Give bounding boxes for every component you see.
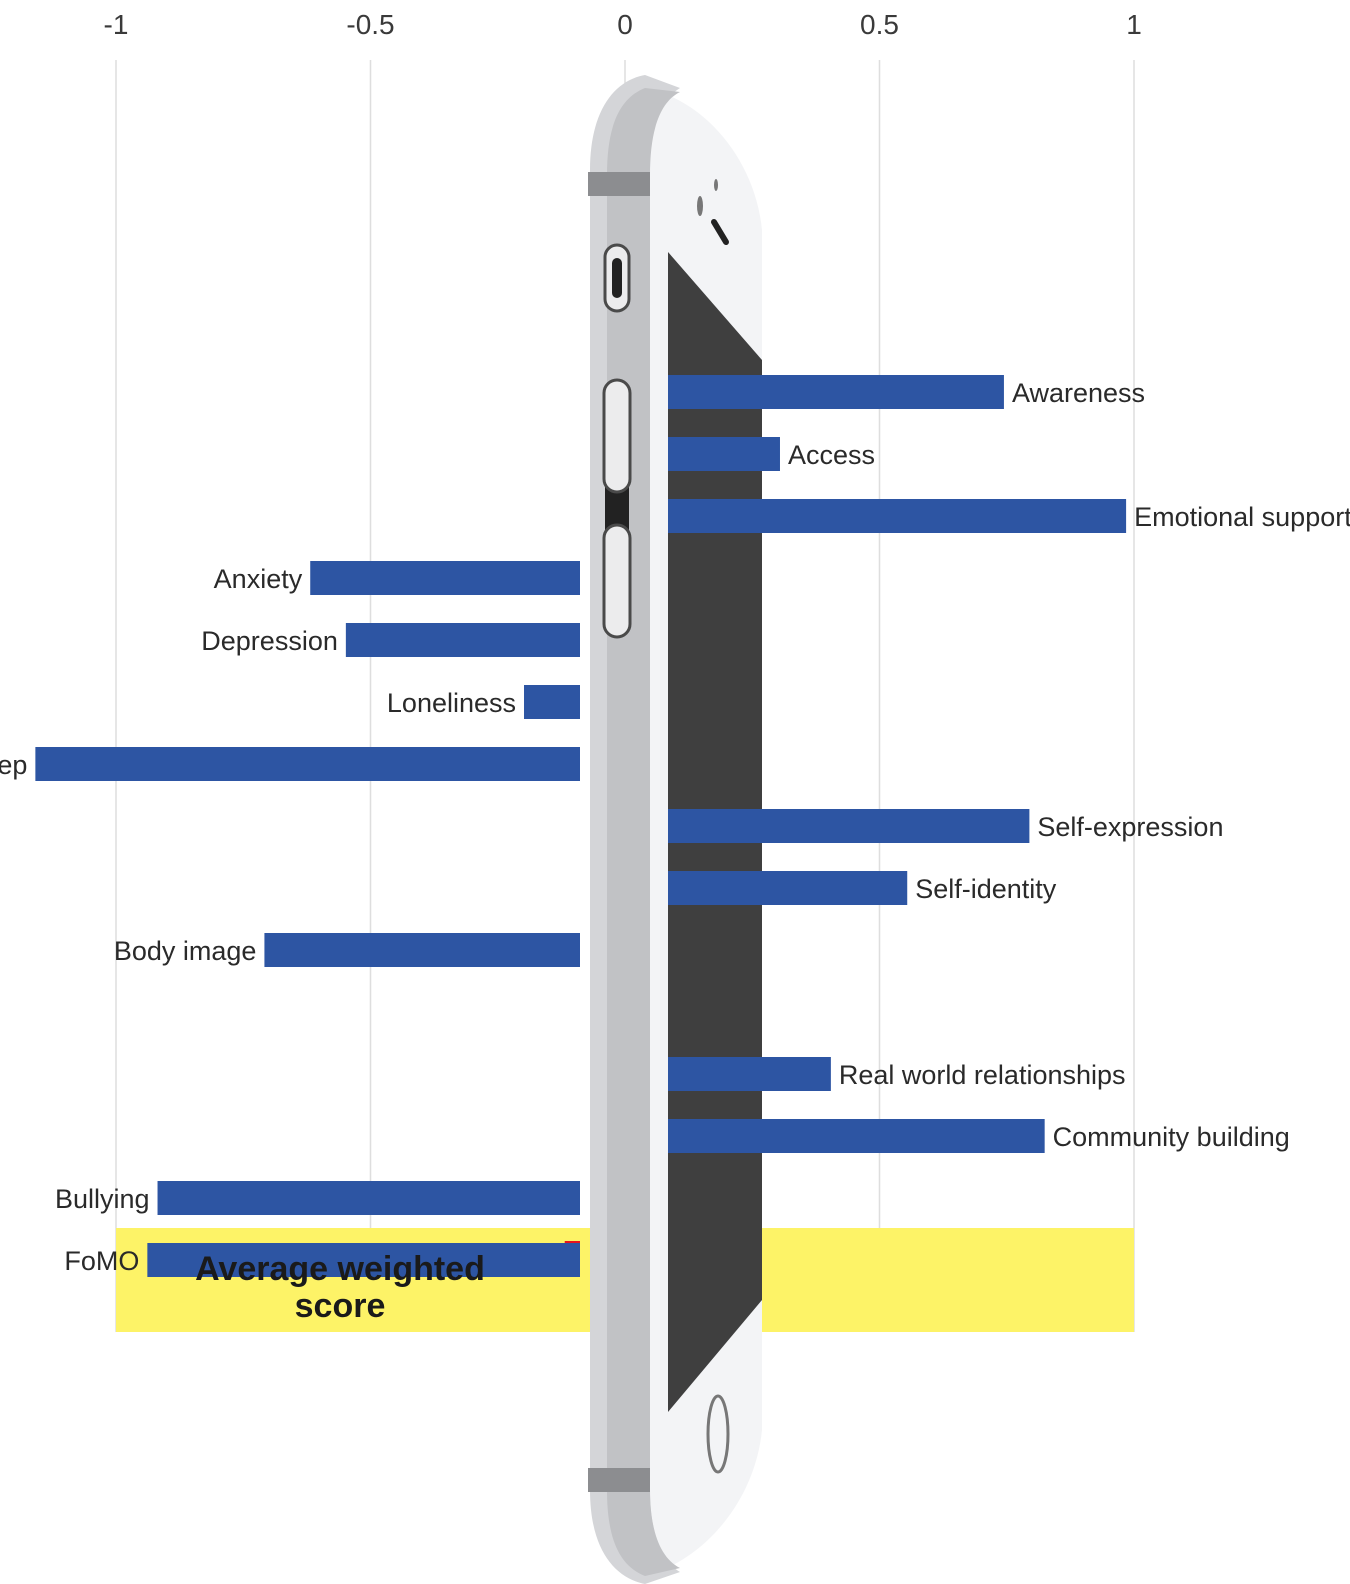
volume-down-button <box>602 523 632 639</box>
bar-label: Community building <box>1053 1122 1290 1152</box>
bar-label: Self-identity <box>915 874 1057 904</box>
proximity-sensor <box>714 179 718 191</box>
bar <box>668 375 1004 409</box>
phone-antenna-band-top <box>588 172 650 196</box>
front-camera <box>697 196 703 216</box>
bar <box>668 871 908 905</box>
bar <box>668 437 780 471</box>
home-button <box>706 1394 730 1474</box>
bar-label: Anxiety <box>214 564 303 594</box>
bar <box>668 499 1127 533</box>
x-tick-label: 1 <box>1126 9 1142 40</box>
bar-label: Loneliness <box>387 688 516 718</box>
x-tick-label: -1 <box>104 9 129 40</box>
summary-label-layer: Average weighted score <box>195 1250 485 1325</box>
bar <box>668 1119 1045 1153</box>
bar <box>524 685 580 719</box>
bar-label: Bullying <box>55 1184 150 1214</box>
x-axis-ticks: -1 -0.5 0 0.5 1 <box>104 9 1142 40</box>
bar <box>35 747 581 781</box>
x-tick-label: 0.5 <box>860 9 899 40</box>
bar <box>147 1243 580 1277</box>
bar-labels: Awareness Access Emotional support Anxiety D… <box>0 378 1350 1276</box>
bar-label: Access <box>788 440 875 470</box>
bar <box>157 1181 580 1215</box>
bar-label: Sleep <box>0 750 27 780</box>
bar-label: Body image <box>114 936 257 966</box>
bar-label: Emotional support <box>1134 502 1350 532</box>
bar <box>310 561 580 595</box>
bar-label: FoMO <box>64 1246 139 1276</box>
bar <box>264 933 580 967</box>
bars <box>35 375 1127 1277</box>
bar <box>668 1057 831 1091</box>
bar-label: Awareness <box>1012 378 1145 408</box>
x-tick-label: 0 <box>617 9 633 40</box>
bar-label: Depression <box>201 626 338 656</box>
mute-switch-slot <box>612 258 622 298</box>
volume-up-button <box>602 378 632 494</box>
bar <box>345 623 580 657</box>
bar <box>668 809 1030 843</box>
phone-antenna-band-bottom <box>588 1468 650 1492</box>
x-tick-label: -0.5 <box>346 9 394 40</box>
earpiece <box>711 219 729 245</box>
bar-label: Real world relationships <box>839 1060 1126 1090</box>
summary-label: Average weighted score <box>195 1250 485 1325</box>
bar-label: Self-expression <box>1037 812 1223 842</box>
